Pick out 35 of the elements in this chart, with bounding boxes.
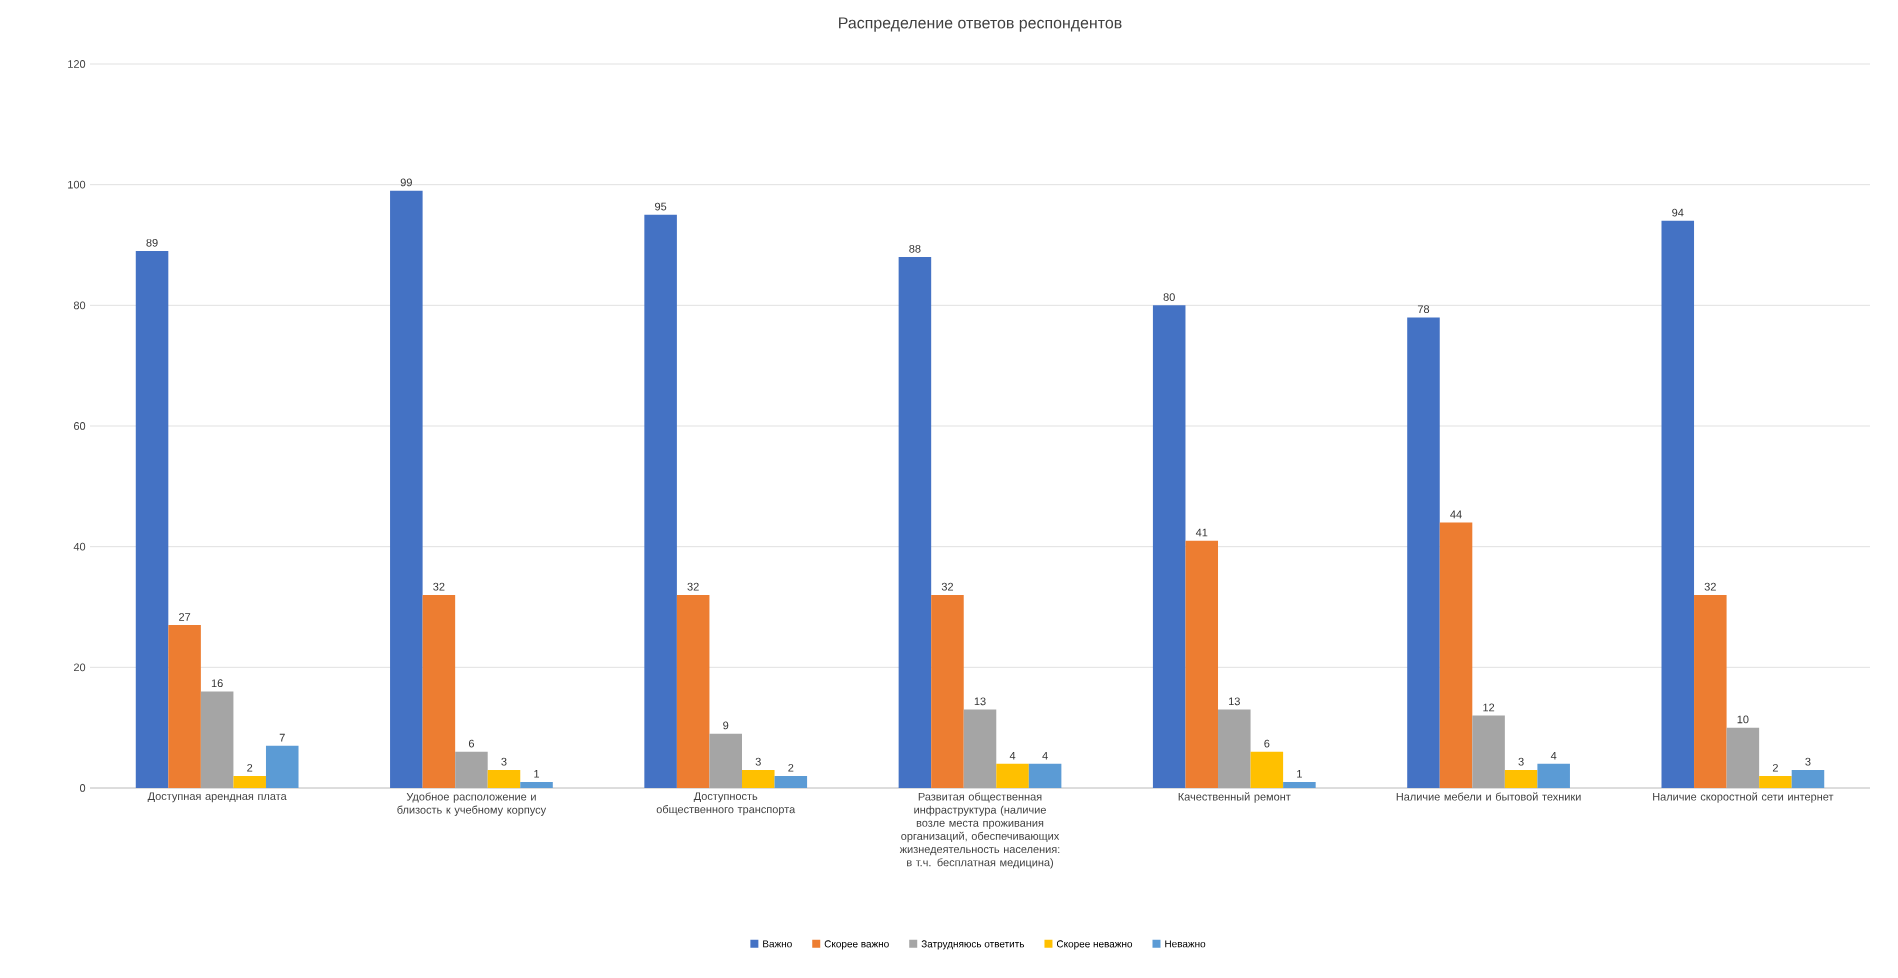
bar [233, 775, 266, 788]
bar [265, 745, 299, 788]
bar [200, 691, 234, 788]
bar [709, 733, 742, 788]
bar [1439, 522, 1473, 788]
bar [1028, 763, 1062, 788]
bar [898, 257, 932, 788]
bar [1152, 305, 1186, 788]
bar [1407, 317, 1440, 788]
bar [520, 781, 553, 788]
bar [1250, 751, 1284, 788]
bar [963, 709, 997, 788]
bar [135, 251, 169, 788]
bar [168, 625, 201, 788]
bar [487, 769, 521, 788]
bar [422, 594, 456, 788]
bar [1185, 540, 1219, 788]
bar [1218, 709, 1251, 788]
bar [774, 775, 808, 788]
bar [455, 751, 488, 788]
bar [676, 594, 710, 788]
bar [996, 763, 1029, 788]
bar [741, 769, 775, 788]
bar [1472, 715, 1505, 788]
bar [1791, 769, 1825, 788]
bar [1726, 727, 1760, 788]
bar [1759, 775, 1792, 788]
bar [931, 594, 964, 788]
bar [1283, 781, 1316, 788]
bar [1537, 763, 1570, 788]
bar [1661, 220, 1695, 788]
bar [1694, 594, 1727, 788]
bar [390, 190, 423, 788]
bar [644, 214, 677, 788]
bar [1504, 769, 1538, 788]
